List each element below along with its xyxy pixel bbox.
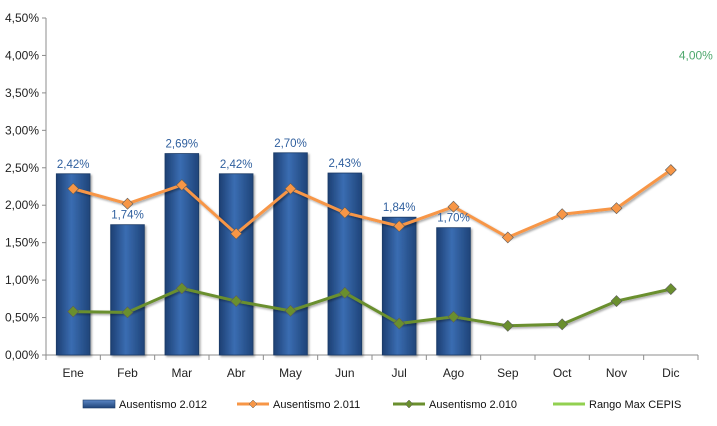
line-point xyxy=(556,318,569,331)
bar-data-label: 1,74% xyxy=(111,210,144,222)
y-tick-label: 4,00% xyxy=(5,48,39,62)
line-point xyxy=(610,295,623,308)
data-labels: 2,42% 1,74% 2,69% 2,42% 2,70% 2,43% 1,84% 1,70%… xyxy=(57,48,713,224)
y-tick-label: 0,00% xyxy=(5,348,39,362)
legend-label: Ausentismo 2.011 xyxy=(273,399,360,411)
line-point xyxy=(447,310,460,323)
x-tick-label: Dic xyxy=(662,366,679,380)
line-point xyxy=(556,208,569,221)
line-point xyxy=(121,306,134,319)
axes: 0,00% 0,50% 1,00% 1,50% 2,00% 2,50% 3,00% 3,50%… xyxy=(5,11,699,380)
line-point xyxy=(393,317,406,330)
x-tick-label: May xyxy=(279,366,302,380)
line-point xyxy=(501,231,514,244)
y-tick-label: 1,50% xyxy=(5,236,39,250)
x-tick-label: Ago xyxy=(443,366,465,380)
bar xyxy=(327,172,363,356)
x-tick-label: Mar xyxy=(171,366,192,380)
bar xyxy=(381,216,417,356)
line-point xyxy=(284,304,297,317)
legend-label: Ausentismo 2.010 xyxy=(429,399,517,411)
x-tick-label: Jul xyxy=(391,366,406,380)
line-point xyxy=(230,295,243,308)
legend-label: Rango Max CEPIS xyxy=(589,399,681,411)
bar-data-label: 2,42% xyxy=(57,159,90,171)
line-point xyxy=(67,305,80,318)
bar-data-label: 2,42% xyxy=(220,159,253,171)
bar-data-label: 2,70% xyxy=(274,138,307,150)
legend-label: Ausentismo 2.012 xyxy=(119,399,207,411)
y-tick-label: 1,00% xyxy=(5,273,39,287)
line-point xyxy=(393,220,406,233)
bar xyxy=(218,173,254,356)
legend-swatch xyxy=(82,399,116,409)
bar-series xyxy=(55,152,471,356)
y-tick-label: 0,50% xyxy=(5,311,39,325)
bar xyxy=(110,224,145,356)
line-point xyxy=(67,182,80,195)
line-point xyxy=(610,202,623,215)
x-tick-label: Oct xyxy=(553,366,572,380)
x-tick-label: Jun xyxy=(335,366,354,380)
bar-data-label: 1,70% xyxy=(437,213,470,225)
bar xyxy=(55,173,91,356)
x-tick-label: Ene xyxy=(62,366,84,380)
line-point xyxy=(447,200,460,213)
legend-marker xyxy=(404,399,414,409)
legend-marker xyxy=(248,399,258,409)
line-series xyxy=(67,53,677,332)
bar-data-label: 1,84% xyxy=(383,202,416,214)
bar xyxy=(436,227,471,356)
line-point xyxy=(501,319,514,332)
y-tick-label: 4,50% xyxy=(5,11,39,25)
bar-data-label: 2,69% xyxy=(166,139,199,151)
legend: Ausentismo 2.012 Ausentismo 2.011 Ausentis… xyxy=(82,399,681,411)
line-point xyxy=(230,227,243,240)
line-point xyxy=(338,206,351,219)
x-tick-label: Nov xyxy=(606,366,627,380)
bar-data-label: 2,43% xyxy=(329,158,362,170)
line-point xyxy=(175,179,188,191)
y-tick-label: 3,00% xyxy=(5,123,39,137)
y-tick-label: 2,00% xyxy=(5,198,39,212)
end-data-label: 4,00% xyxy=(679,48,713,62)
line-point xyxy=(121,197,134,210)
x-tick-label: Sep xyxy=(497,366,519,380)
line-point xyxy=(175,282,188,295)
line-point xyxy=(664,283,677,296)
line-point xyxy=(664,164,677,176)
line-point xyxy=(338,286,351,299)
x-tick-label: Feb xyxy=(117,366,138,380)
series-line xyxy=(71,286,673,328)
x-tick-label: Abr xyxy=(227,366,246,380)
y-tick-label: 2,50% xyxy=(5,161,39,175)
y-tick-label: 3,50% xyxy=(5,86,39,100)
series-line xyxy=(71,168,673,239)
line-point xyxy=(284,182,297,195)
